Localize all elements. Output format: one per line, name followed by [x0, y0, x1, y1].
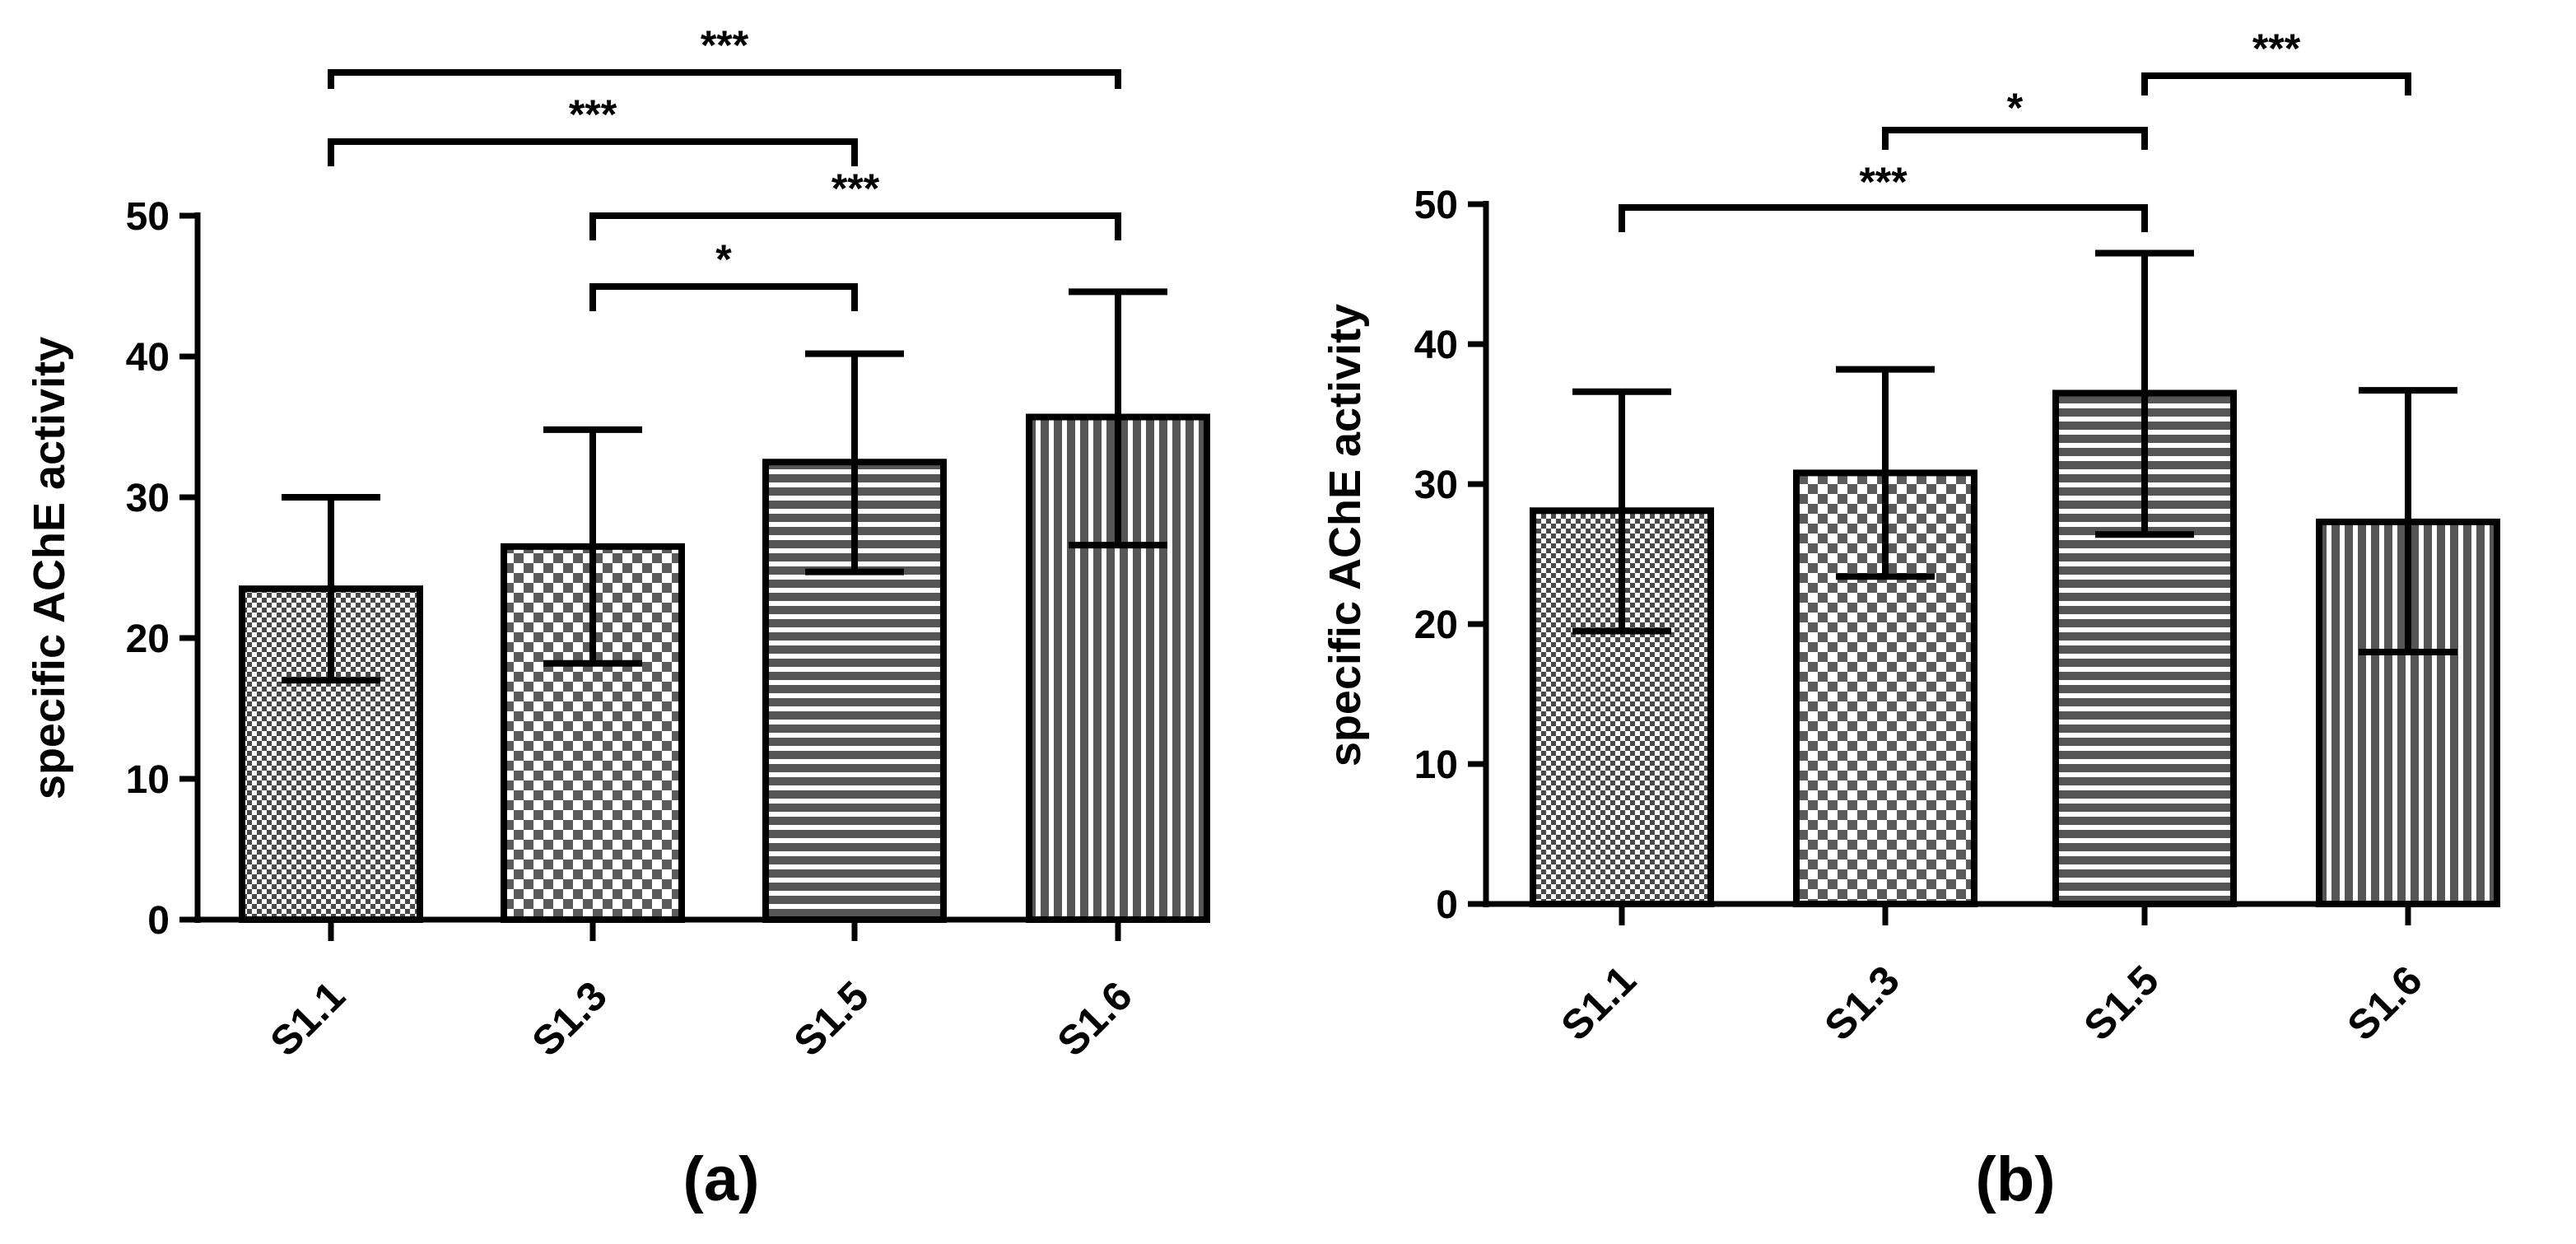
significance-bracket	[589, 283, 858, 311]
x-tick-label: S1.6	[2338, 957, 2430, 1049]
y-tick-label: 20	[1414, 603, 1458, 647]
x-tick-label: S1.1	[261, 972, 353, 1065]
x-tick-label: S1.1	[1552, 957, 1644, 1049]
bar-S1-6	[1026, 413, 1210, 923]
significance-bracket	[589, 212, 1121, 240]
y-axis-title: specific AChE activity	[25, 337, 74, 799]
y-tick-label: 30	[126, 477, 170, 520]
significance-bracket	[1882, 127, 2148, 150]
significance-label: ***	[831, 165, 880, 212]
y-tick-label: 50	[126, 195, 170, 239]
significance-label: ***	[1859, 159, 1908, 205]
significance-label: ***	[2252, 26, 2301, 72]
significance-bracket	[328, 69, 1121, 89]
y-tick-label: 10	[1414, 743, 1458, 787]
y-tick-label: 20	[126, 617, 170, 661]
significance-label: *	[715, 236, 732, 282]
y-tick-label: 40	[126, 336, 170, 380]
significance-bracket	[328, 138, 858, 166]
y-tick-label: 30	[1414, 464, 1458, 507]
x-tick-label: S1.3	[1815, 957, 1908, 1049]
significance-bracket	[1619, 204, 2148, 232]
y-tick-label: 10	[126, 758, 170, 802]
significance-bracket	[2141, 72, 2411, 96]
x-tick-label: S1.5	[785, 972, 877, 1065]
x-tick-label: S1.5	[2075, 957, 2167, 1049]
y-tick-label: 0	[1436, 883, 1458, 927]
significance-label: ***	[569, 91, 617, 137]
y-tick-label: 40	[1414, 324, 1458, 367]
chart-panel-b: 0 10 20 30 40 50 S1.1 S1.3 S1.5 S1.6 specific AChE…	[1321, 26, 2500, 1214]
significance-label: *	[2007, 85, 2024, 131]
panel-label: (b)	[1975, 1144, 2055, 1214]
y-tick-label: 0	[147, 899, 170, 943]
y-tick-label: 50	[1414, 184, 1458, 227]
significance-label: ***	[701, 22, 749, 68]
y-axis-title: specific AChE activity	[1321, 304, 1370, 766]
x-tick-label: S1.6	[1048, 972, 1140, 1065]
chart-panel-a: 0 10 20 30 40 50 S1.1 S1.3 S1.5 S1.6 specific AChE…	[25, 22, 1210, 1214]
x-tick-label: S1.3	[523, 972, 615, 1065]
panel-label: (a)	[683, 1144, 760, 1214]
